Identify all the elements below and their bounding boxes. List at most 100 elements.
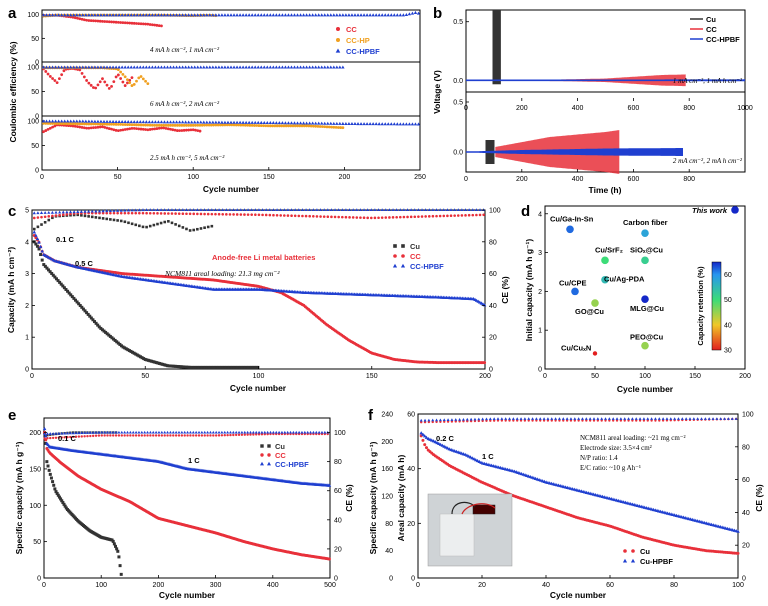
capacity-point-cu	[67, 291, 71, 295]
ce-point-cu-hpbf	[527, 417, 531, 420]
ce-point-cc	[184, 128, 188, 132]
ce-point-cc	[135, 22, 138, 25]
ce-point-cc-hpbf	[304, 121, 309, 125]
ce-point-cc-hp	[55, 122, 59, 125]
ce-point-cu-hpbf	[492, 417, 496, 420]
ce-point-cc-hpbf	[318, 208, 323, 212]
capacity-point-cu	[69, 293, 73, 297]
ce-point-cc	[163, 434, 166, 437]
ce-point-cc-hpbf	[295, 121, 300, 125]
ce-point-cc-hpbf	[320, 13, 324, 17]
ce-point-cc-hpbf	[320, 65, 324, 69]
ce-point-cc-hpbf	[416, 11, 421, 15]
ce-point-cc-hp	[284, 124, 288, 128]
ce-point-cc-hpbf	[286, 65, 291, 69]
ce-point-cc-hpbf	[326, 13, 330, 17]
ce-point-cc-hpbf	[117, 430, 121, 434]
ce-point-cc	[44, 129, 48, 132]
ce-point-cu-hpbf	[569, 417, 573, 420]
capacity-point-cu	[61, 284, 65, 288]
ce-point-cc	[148, 23, 152, 26]
ce-point-cc	[322, 215, 326, 218]
ce-point-cc	[243, 213, 246, 216]
ce-point-cc	[199, 212, 203, 216]
ce-point-cu	[116, 219, 119, 222]
legend-label: CC	[410, 252, 421, 261]
condition-annotation: 2 mA cm⁻², 2 mA h cm⁻²	[673, 157, 743, 165]
capacity-point-cu-hpbf	[465, 453, 469, 457]
ce-point-cc	[181, 212, 185, 216]
ce-point-cc-hpbf	[154, 430, 158, 434]
ce-point-cc-hpbf	[407, 12, 412, 16]
ce-point-cc-hpbf	[239, 208, 243, 212]
ce-point-cc-hpbf	[380, 122, 384, 126]
ce-point-cc-hpbf	[365, 13, 369, 17]
ce-point-cc-hpbf	[88, 431, 92, 434]
capacity-point-cu	[47, 468, 51, 472]
ce-point-cc-hp	[112, 122, 116, 126]
ce-point-cc	[66, 435, 69, 439]
ce-point-cc	[139, 22, 143, 26]
ce-point-cc	[373, 216, 377, 220]
capacity-point-cu	[110, 336, 114, 340]
panel-label-b: b	[433, 5, 442, 22]
y-axis-label-f: Areal capacity (mA h)	[396, 455, 406, 542]
capacity-point-cu	[186, 365, 190, 369]
ce-point-cu	[489, 419, 492, 422]
capacity-point-cu	[189, 365, 193, 369]
capacity-point-cu	[162, 363, 166, 367]
ce-point-cc	[169, 434, 172, 437]
ce-point-cu-hpbf	[619, 417, 623, 420]
ce-point-cc	[180, 129, 184, 132]
axes-frame-a3	[41, 115, 421, 171]
capacity-point-cu	[59, 497, 63, 501]
ce-point-cc-hpbf	[217, 208, 221, 212]
ce-point-cc-hpbf	[316, 65, 321, 69]
ce-point-cc-hpbf	[214, 13, 218, 17]
ce-point-cc	[105, 20, 109, 24]
ce-point-cc	[198, 129, 202, 133]
ce-point-cc-hp	[46, 122, 50, 125]
ce-point-cc-hpbf	[53, 119, 58, 123]
legend-marker	[267, 461, 271, 466]
cell-info-text: NCM811 areal loading: ~21 mg cm⁻²	[580, 434, 686, 442]
ce-point-cc-hp	[243, 123, 247, 127]
ce-point-cc	[138, 211, 141, 215]
ce-point-cc	[94, 126, 98, 129]
y-outer-tick-label-f: 240	[381, 412, 393, 419]
ce-point-cc-hpbf	[120, 13, 124, 17]
ce-point-cc	[129, 434, 132, 437]
ce-point-cu-hpbf	[446, 418, 450, 421]
ce-point-cu	[542, 419, 546, 422]
ce-point-cc	[174, 434, 178, 437]
capacity-point-cu	[116, 549, 120, 553]
capacity-point-cu	[227, 365, 231, 369]
capacity-point-cu	[119, 572, 123, 576]
ce-point-cc-hpbf	[141, 120, 146, 124]
ce-point-cc	[121, 21, 125, 25]
ce-point-cc-hpbf	[94, 430, 98, 434]
ce-point-cu-hpbf	[596, 417, 600, 420]
ce-point-cc-hpbf	[256, 13, 260, 17]
ce-point-cc-hpbf	[168, 65, 173, 69]
ce-point-cc	[185, 212, 188, 216]
ce-point-cc-hpbf	[134, 430, 138, 434]
ce-point-cu	[196, 227, 199, 231]
y2-axis-label-e: CE (%)	[344, 484, 354, 512]
ce-point-cc-hpbf	[174, 120, 179, 124]
ce-point-cc-hp	[128, 81, 132, 85]
ce-point-cc-hpbf	[159, 208, 163, 212]
ce-point-cc-hpbf	[307, 13, 312, 17]
ce-point-cc-hpbf	[174, 208, 178, 212]
ce-point-cc	[51, 77, 54, 80]
ce-point-cc-hpbf	[229, 65, 233, 69]
ce-point-cc	[297, 214, 301, 218]
ce-point-cc-hpbf	[47, 210, 51, 214]
ce-point-cc-hp	[141, 77, 145, 81]
rate-annotation: 0.2 C	[436, 434, 455, 443]
y-tick-label-d: 4	[538, 211, 542, 218]
ce-point-cc	[141, 127, 145, 131]
ce-point-cc-hpbf	[369, 208, 373, 212]
ce-point-cc-hpbf	[114, 119, 118, 123]
ce-point-cc-hpbf	[398, 208, 402, 212]
